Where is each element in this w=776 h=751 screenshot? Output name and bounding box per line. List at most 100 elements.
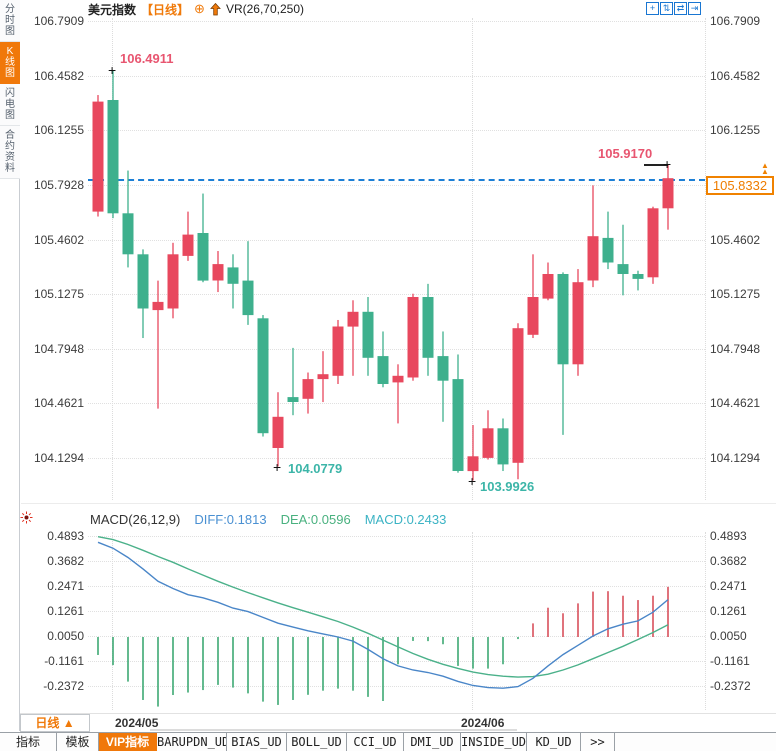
- macd-axis-label-right: 0.4893: [710, 529, 747, 543]
- annotation-swing-high: 105.9170: [598, 146, 653, 161]
- macd-gridline: [88, 561, 705, 562]
- price-axis-label-left: 106.7909: [33, 14, 84, 28]
- macd-axis-label-left: 0.4893: [47, 529, 84, 543]
- price-axis-label-right: 106.1255: [710, 123, 761, 138]
- macd-gridline: [88, 586, 705, 587]
- price-axis-label-left: 105.4602: [33, 232, 84, 247]
- crosshair-icon[interactable]: +: [646, 2, 659, 15]
- add-indicator-icon[interactable]: ⊕: [194, 1, 205, 16]
- date-gridline-macd: [112, 532, 113, 710]
- more-tabs-button[interactable]: >>: [581, 733, 615, 751]
- date-gridline-macd: [472, 532, 473, 710]
- macd-gridline: [88, 536, 705, 537]
- price-axis-label-left: 104.4621: [33, 396, 84, 411]
- price-axis-label-left: 104.1294: [33, 451, 84, 465]
- symbol-name: 美元指数: [88, 2, 137, 17]
- price-gridline: [88, 348, 705, 350]
- price-axis-label-right: 104.1294: [710, 451, 761, 465]
- tab-INSIDE_UD[interactable]: INSIDE_UD: [461, 733, 527, 751]
- price-gridline: [88, 75, 705, 77]
- price-gridline: [88, 458, 705, 459]
- indicator-tab-bar: 指标 模板 VIP指标 BARUPDN_UD BIAS_UD BOLL_UD CCI_UD D…: [0, 732, 776, 751]
- macd-header: MACD(26,12,9) DIFF:0.1813 DEA:0.0596 MAC…: [90, 512, 446, 527]
- macd-gridline: [88, 661, 705, 662]
- macd-axis-label-left: 0.0050: [47, 629, 84, 643]
- period-tag: 【日线】: [141, 2, 190, 17]
- price-up-arrows-icon: ▲ ▲: [761, 161, 769, 176]
- price-gridline: [88, 239, 705, 241]
- price-axis-label-right: 104.7948: [710, 341, 761, 356]
- sidebar-item-1[interactable]: 分时图: [0, 0, 20, 42]
- date-gridline: [112, 18, 113, 500]
- price-gridline: [88, 21, 705, 22]
- scale-fit-icon[interactable]: ⇄: [674, 2, 687, 15]
- time-axis-band: 日线 ▲ 2024/05 2024/06: [0, 713, 776, 732]
- macd-macd-value: MACD:0.2433: [364, 512, 447, 527]
- macd-diff-value: DIFF:0.1813: [194, 512, 267, 527]
- macd-axis-label-right: -0.1161: [710, 654, 750, 668]
- price-gridline: [88, 130, 705, 132]
- low-jun-marker: +: [468, 473, 477, 489]
- tab-BIAS_UD[interactable]: BIAS_UD: [227, 733, 287, 751]
- price-gridline: [88, 184, 705, 186]
- price-axis-label-right: 105.4602: [710, 232, 761, 247]
- price-axis-label-left: 106.1255: [33, 123, 84, 138]
- tab-CCI_UD[interactable]: CCI_UD: [347, 733, 404, 751]
- macd-title: MACD(26,12,9): [90, 512, 181, 527]
- annotation-high: 106.4911: [120, 51, 174, 66]
- price-gridline: [88, 403, 705, 405]
- time-scrollbar[interactable]: [150, 729, 517, 731]
- plot-right-border: [705, 18, 706, 500]
- date-gridline: [472, 18, 473, 500]
- price-axis-label-right: 106.4582: [710, 68, 761, 83]
- period-selector[interactable]: 日线 ▲: [20, 714, 90, 732]
- price-axis-label-left: 104.7948: [33, 341, 84, 356]
- panel-separator: [21, 503, 776, 504]
- macd-axis-label-left: -0.2372: [43, 679, 84, 693]
- annotation-low-jun: 103.9926: [480, 479, 535, 494]
- macd-axis-label-right: 0.3682: [710, 554, 747, 568]
- price-axis-label-right: 105.1275: [710, 287, 761, 302]
- macd-gridline: [88, 686, 705, 687]
- scale-up-icon[interactable]: ⇅: [660, 2, 673, 15]
- macd-axis-label-right: -0.2372: [710, 679, 751, 693]
- macd-axis-label-right: 0.2471: [710, 579, 747, 593]
- macd-axis-label-right: 0.0050: [710, 629, 747, 643]
- tab-bar-empty-space: [615, 733, 776, 751]
- macd-dea-value: DEA:0.0596: [280, 512, 351, 527]
- last-price-label: 105.8332: [706, 176, 774, 195]
- swing-high-marker-line: [644, 164, 668, 166]
- macd-axis-label-left: 0.1261: [47, 604, 84, 618]
- chart-toolbar: + ⇅ ⇄ ⇥: [646, 2, 701, 15]
- annotation-low-may: 104.0779: [288, 461, 343, 476]
- macd-axis-label-left: 0.3682: [47, 554, 84, 568]
- plot-right-border-macd: [705, 532, 706, 710]
- tab-VIP指标[interactable]: VIP指标: [99, 733, 157, 751]
- tab-KD_UD[interactable]: KD_UD: [527, 733, 581, 751]
- macd-axis-label-left: 0.2471: [47, 579, 84, 593]
- macd-axis-label-left: -0.1161: [44, 654, 84, 668]
- macd-axis-label-right: 0.1261: [710, 604, 747, 618]
- macd-gridline: [88, 636, 705, 637]
- pan-right-icon[interactable]: ⇥: [688, 2, 701, 15]
- indicator-settings-icon[interactable]: [20, 511, 33, 524]
- tab-指标[interactable]: 指标: [0, 733, 57, 751]
- tab-DMI_UD[interactable]: DMI_UD: [404, 733, 461, 751]
- date-label-may: 2024/05: [115, 716, 159, 730]
- tab-BARUPDN_UD[interactable]: BARUPDN_UD: [157, 733, 227, 751]
- high-marker: +: [108, 62, 117, 78]
- sidebar-item-3[interactable]: 闪电图: [0, 84, 20, 126]
- tab-模板[interactable]: 模板: [57, 733, 99, 751]
- up-arrow-icon: [210, 2, 221, 16]
- price-gridline: [88, 294, 705, 296]
- date-label-jun: 2024/06: [461, 716, 505, 730]
- tab-BOLL_UD[interactable]: BOLL_UD: [287, 733, 347, 751]
- price-axis-label-right: 104.4621: [710, 396, 761, 411]
- sidebar-item-4[interactable]: 合约资料: [0, 126, 20, 179]
- swing-high-marker: +: [663, 156, 672, 172]
- price-axis-label-left: 106.4582: [33, 68, 84, 83]
